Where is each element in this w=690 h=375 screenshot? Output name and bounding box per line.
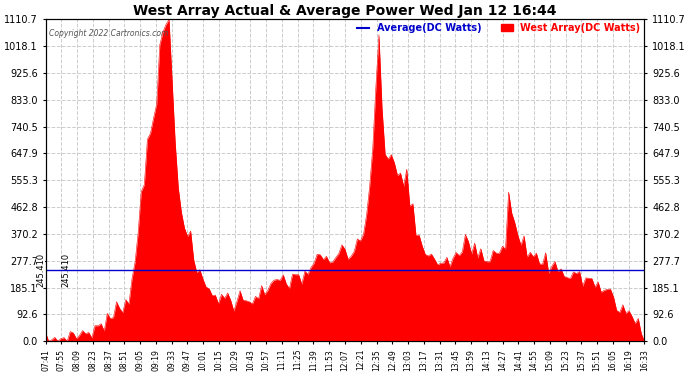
Text: 245.410: 245.410 <box>61 253 70 287</box>
Text: Copyright 2022 Cartronics.com: Copyright 2022 Cartronics.com <box>48 29 168 38</box>
Legend: Average(DC Watts), West Array(DC Watts): Average(DC Watts), West Array(DC Watts) <box>353 20 644 37</box>
Title: West Array Actual & Average Power Wed Jan 12 16:44: West Array Actual & Average Power Wed Ja… <box>133 4 557 18</box>
Text: 245.410: 245.410 <box>37 253 46 287</box>
